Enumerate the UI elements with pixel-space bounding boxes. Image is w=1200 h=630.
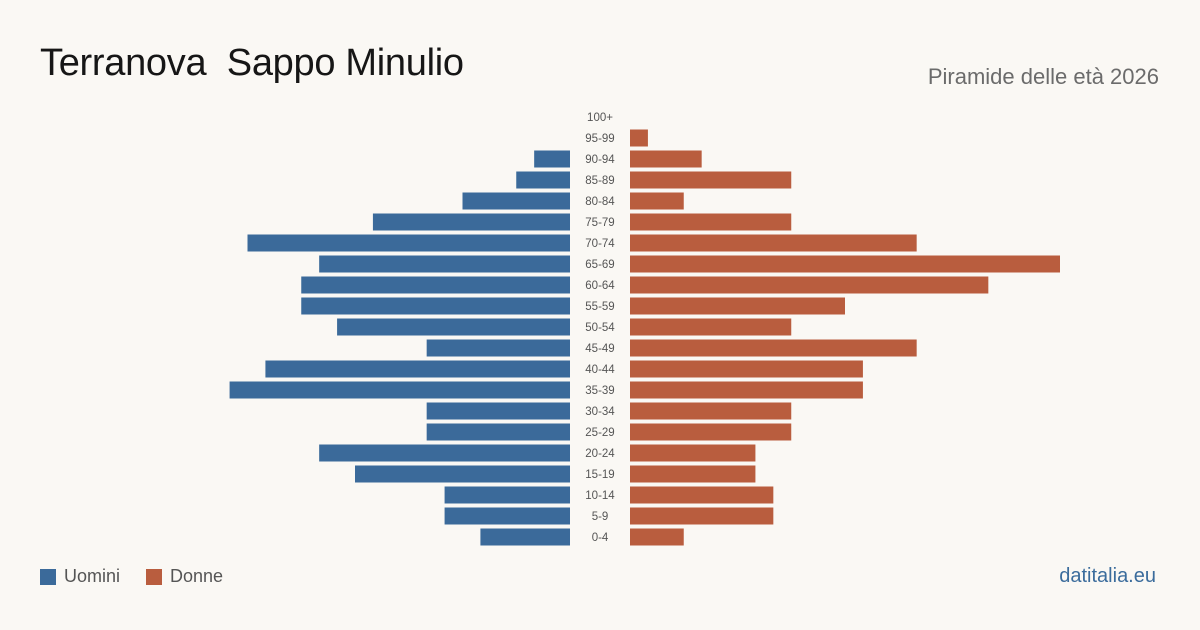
- age-group-label: 90-94: [585, 154, 615, 166]
- bar-women[interactable]: [630, 465, 756, 483]
- bar-men[interactable]: [229, 381, 571, 399]
- bar-women[interactable]: [630, 192, 684, 210]
- age-group-label: 40-44: [585, 364, 615, 376]
- bar-women[interactable]: [630, 528, 684, 546]
- bar-men[interactable]: [372, 213, 570, 231]
- bar-men[interactable]: [480, 528, 570, 546]
- bar-women[interactable]: [630, 297, 845, 315]
- bar-women[interactable]: [630, 339, 917, 357]
- legend-label-men: Uomini: [64, 566, 121, 586]
- bar-women[interactable]: [630, 381, 863, 399]
- bar-men[interactable]: [319, 255, 570, 273]
- bar-men[interactable]: [516, 171, 570, 189]
- bar-men[interactable]: [265, 360, 570, 378]
- page-title: Terranova Sappo Minulio: [40, 42, 464, 84]
- age-group-label: 20-24: [585, 448, 615, 460]
- bar-men[interactable]: [444, 507, 570, 525]
- bar-men[interactable]: [534, 150, 570, 168]
- bar-women[interactable]: [630, 507, 774, 525]
- age-group-label: 5-9: [592, 511, 609, 523]
- age-group-label: 25-29: [585, 427, 614, 439]
- legend-item-women[interactable]: Donne: [146, 566, 223, 587]
- age-group-label: 75-79: [585, 217, 614, 229]
- bar-men[interactable]: [462, 192, 571, 210]
- bar-men[interactable]: [247, 234, 571, 252]
- bar-men[interactable]: [355, 465, 570, 483]
- legend-swatch-men: [40, 568, 56, 585]
- age-group-label: 15-19: [585, 469, 614, 481]
- bar-women[interactable]: [630, 318, 792, 336]
- age-group-label: 45-49: [585, 343, 614, 355]
- bar-women[interactable]: [630, 150, 702, 168]
- bar-men[interactable]: [426, 423, 570, 441]
- bar-men[interactable]: [319, 444, 570, 462]
- age-group-label: 35-39: [585, 385, 614, 397]
- bar-women[interactable]: [630, 129, 648, 147]
- legend-label-women: Donne: [170, 566, 224, 586]
- age-group-label: 0-4: [592, 532, 609, 544]
- legend: Uomini Donne: [40, 566, 249, 587]
- age-group-label: 30-34: [585, 406, 615, 418]
- bar-men[interactable]: [301, 276, 570, 294]
- age-group-label: 55-59: [585, 301, 614, 313]
- bar-women[interactable]: [630, 423, 792, 441]
- bar-women[interactable]: [630, 255, 1060, 273]
- age-group-label: 60-64: [585, 280, 615, 292]
- bar-women[interactable]: [630, 276, 989, 294]
- legend-swatch-women: [146, 568, 163, 585]
- bar-women[interactable]: [630, 171, 792, 189]
- bar-women[interactable]: [630, 360, 863, 378]
- legend-item-men[interactable]: Uomini: [40, 566, 120, 587]
- bar-women[interactable]: [630, 234, 917, 252]
- bar-men[interactable]: [337, 318, 570, 336]
- bar-men[interactable]: [301, 297, 570, 315]
- brand-link[interactable]: datitalia.eu: [1059, 565, 1156, 587]
- age-group-label: 100+: [587, 112, 613, 124]
- bar-women[interactable]: [630, 486, 774, 504]
- age-group-label: 80-84: [585, 196, 615, 208]
- chart-subtitle: Piramide delle età 2026: [927, 64, 1159, 89]
- age-group-label: 10-14: [585, 490, 615, 502]
- bar-women[interactable]: [630, 402, 792, 420]
- age-group-label: 95-99: [585, 133, 614, 145]
- age-group-label: 70-74: [585, 238, 615, 250]
- age-group-label: 85-89: [585, 175, 614, 187]
- bar-women[interactable]: [630, 444, 756, 462]
- age-group-label: 65-69: [585, 259, 614, 271]
- bar-men[interactable]: [426, 402, 570, 420]
- bar-women[interactable]: [630, 213, 792, 231]
- bar-men[interactable]: [426, 339, 570, 357]
- bar-men[interactable]: [444, 486, 570, 504]
- age-group-label: 50-54: [585, 322, 615, 334]
